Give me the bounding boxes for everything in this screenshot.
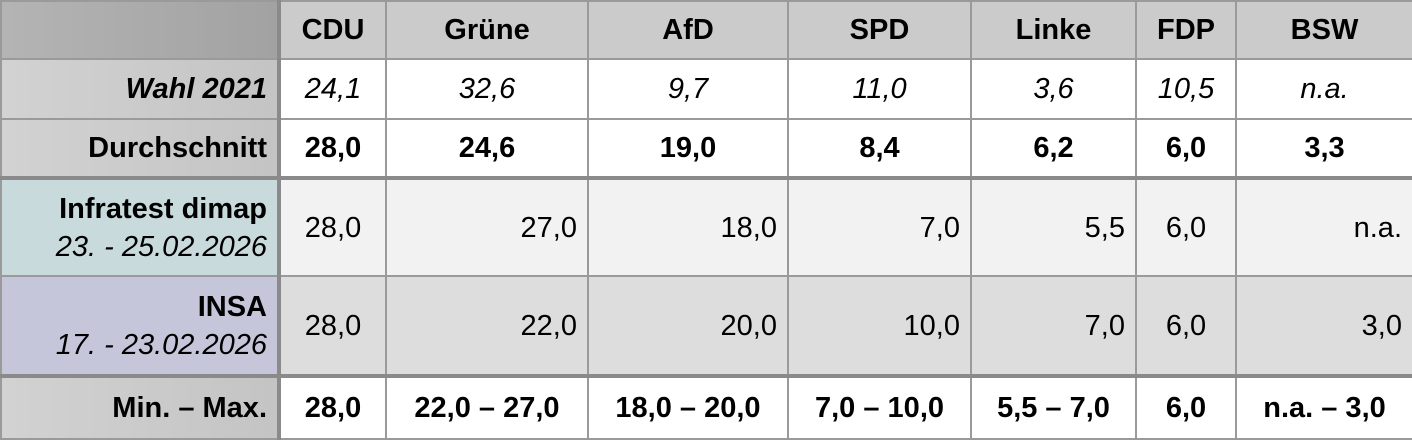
value-cell: 28,0 [278,275,387,377]
value-cell: 11,0 [787,58,972,120]
value-cell: 24,1 [278,58,387,120]
value-cell: 10,5 [1135,58,1237,120]
column-header: SPD [787,0,972,60]
row-label-text: Min. – Max. [112,392,267,424]
row-sublabel: 23. - 25.02.2026 [55,230,267,263]
value-cell: 3,0 [1235,275,1412,377]
value-cell: 32,6 [385,58,589,120]
value-cell: 18,0 – 20,0 [587,374,789,440]
column-header: AfD [587,0,789,60]
table-row: Wahl 2021 24,1 32,6 9,7 11,0 3,6 10,5 n.a. [0,58,1412,120]
value-cell: n.a. – 3,0 [1235,374,1412,440]
column-header: BSW [1235,0,1412,60]
header-row: CDU Grüne AfD SPD Linke FDP BSW [0,0,1412,60]
table-row: Min. – Max. 28,0 22,0 – 27,0 18,0 – 20,0 7,0… [0,374,1412,440]
column-header: Linke [970,0,1137,60]
value-cell: 28,0 [278,374,387,440]
value-cell: 5,5 – 7,0 [970,374,1137,440]
value-cell: 22,0 – 27,0 [385,374,589,440]
value-cell: n.a. [1235,58,1412,120]
row-label-text: Infratest dimap [59,192,267,225]
table-row: Infratest dimap 23. - 25.02.2026 28,0 27,0 1… [0,176,1412,277]
value-cell: 22,0 [385,275,589,377]
value-cell: n.a. [1235,176,1412,277]
value-cell: 6,0 [1135,118,1237,179]
value-cell: 20,0 [587,275,789,377]
row-sublabel: 17. - 23.02.2026 [55,328,267,361]
value-cell: 9,7 [587,58,789,120]
value-cell: 28,0 [278,176,387,277]
value-cell: 19,0 [587,118,789,179]
row-label: Wahl 2021 [0,58,281,120]
row-label: Min. – Max. [0,374,281,440]
row-label-text: Durchschnitt [88,132,267,164]
row-label-text: Wahl 2021 [125,73,267,105]
column-header: CDU [278,0,387,60]
value-cell: 6,0 [1135,275,1237,377]
row-label: INSA 17. - 23.02.2026 [0,275,281,377]
value-cell: 7,0 – 10,0 [787,374,972,440]
value-cell: 24,6 [385,118,589,179]
table-row: Durchschnitt 28,0 24,6 19,0 8,4 6,2 6,0 3,3 [0,118,1412,179]
column-header: Grüne [385,0,589,60]
value-cell: 6,2 [970,118,1137,179]
value-cell: 18,0 [587,176,789,277]
row-label: Durchschnitt [0,118,281,179]
value-cell: 6,0 [1135,176,1237,277]
value-cell: 27,0 [385,176,589,277]
table-row: INSA 17. - 23.02.2026 28,0 22,0 20,0 10,0 7,0 6… [0,275,1412,377]
value-cell: 5,5 [970,176,1137,277]
row-label: Infratest dimap 23. - 25.02.2026 [0,176,281,277]
value-cell: 6,0 [1135,374,1237,440]
value-cell: 3,6 [970,58,1137,120]
value-cell: 7,0 [970,275,1137,377]
value-cell: 3,3 [1235,118,1412,179]
row-label-text: INSA [197,290,267,323]
value-cell: 7,0 [787,176,972,277]
corner-cell [0,0,281,60]
column-header: FDP [1135,0,1237,60]
value-cell: 28,0 [278,118,387,179]
value-cell: 8,4 [787,118,972,179]
value-cell: 10,0 [787,275,972,377]
